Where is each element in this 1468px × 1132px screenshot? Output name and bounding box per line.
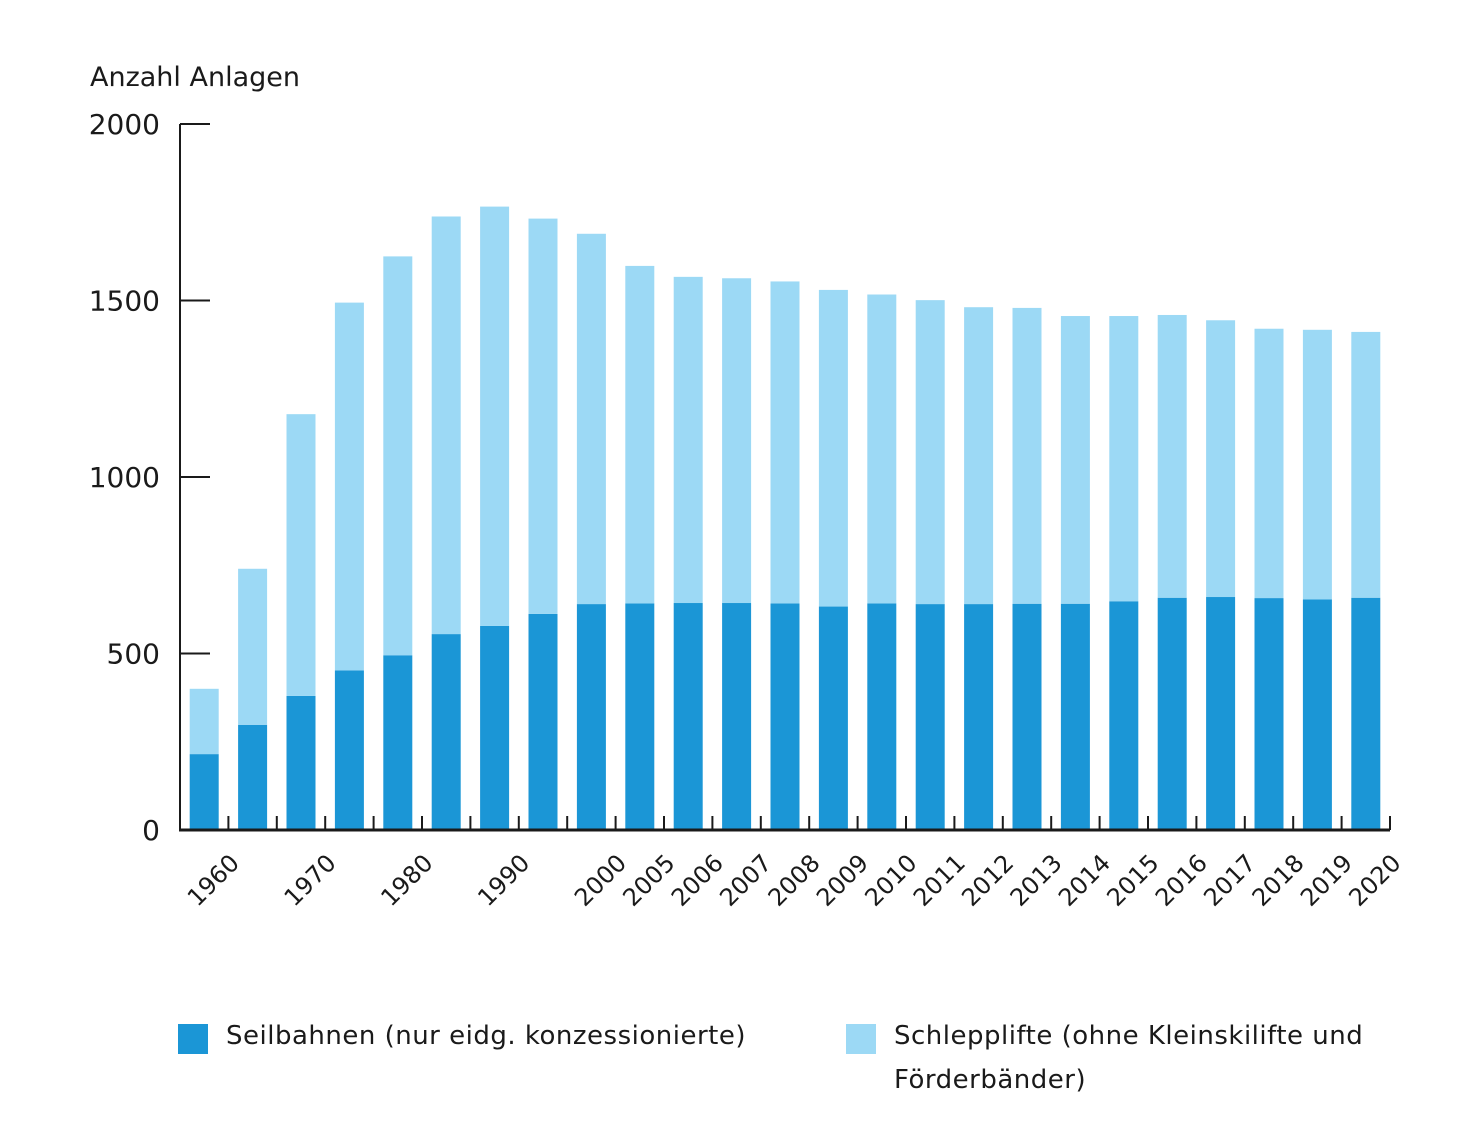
y-ticks-group: 0 500 1000 1500 2000 bbox=[89, 108, 160, 847]
bar-seilbahnen-7 bbox=[528, 613, 558, 830]
y-tick-label-1500: 1500 bbox=[89, 285, 160, 318]
x-tick-label-2013: 2013 bbox=[1005, 849, 1068, 912]
x-tick-label-1970: 1970 bbox=[279, 849, 342, 912]
y-tick-label-2000: 2000 bbox=[89, 108, 160, 141]
bar-schlepplifte-20 bbox=[1157, 314, 1187, 598]
bar-seilbahnen-19 bbox=[1109, 601, 1139, 830]
bar-schlepplifte-6 bbox=[480, 206, 510, 626]
bar-schlepplifte-21 bbox=[1206, 320, 1236, 598]
y-tick-label-0: 0 bbox=[142, 814, 160, 847]
bar-schlepplifte-12 bbox=[770, 281, 800, 604]
bar-seilbahnen-22 bbox=[1254, 598, 1284, 830]
bar-schlepplifte-9 bbox=[625, 265, 655, 604]
bar-schlepplifte-10 bbox=[673, 276, 703, 604]
legend-label-seilbahnen: Seilbahnen (nur eidg. konzessionierte) bbox=[226, 1021, 746, 1051]
x-tick-label-2012: 2012 bbox=[956, 849, 1019, 912]
legend-swatch-seilbahnen bbox=[178, 1024, 208, 1054]
bar-seilbahnen-15 bbox=[915, 604, 945, 830]
bar-seilbahnen-8 bbox=[576, 604, 606, 830]
x-tick-label-2009: 2009 bbox=[811, 849, 874, 912]
x-tick-label-2014: 2014 bbox=[1053, 849, 1116, 912]
x-tick-label-2020: 2020 bbox=[1343, 849, 1406, 912]
bar-seilbahnen-21 bbox=[1206, 597, 1236, 830]
bar-schlepplifte-0 bbox=[189, 688, 219, 755]
bar-seilbahnen-16 bbox=[964, 604, 994, 830]
x-tick-label-2007: 2007 bbox=[714, 849, 777, 912]
y-tick-label-500: 500 bbox=[107, 638, 160, 671]
bar-seilbahnen-3 bbox=[334, 670, 364, 830]
bar-seilbahnen-18 bbox=[1060, 603, 1090, 830]
x-tick-label-1990: 1990 bbox=[472, 849, 535, 912]
x-tick-label-2018: 2018 bbox=[1247, 849, 1310, 912]
x-tick-label-2008: 2008 bbox=[763, 849, 826, 912]
x-tick-label-2016: 2016 bbox=[1150, 849, 1213, 912]
x-tick-label-2000: 2000 bbox=[569, 849, 632, 912]
x-tick-label-2010: 2010 bbox=[859, 849, 922, 912]
bar-schlepplifte-19 bbox=[1109, 316, 1139, 602]
bar-seilbahnen-5 bbox=[431, 634, 461, 830]
bar-schlepplifte-5 bbox=[431, 216, 461, 635]
bar-schlepplifte-11 bbox=[722, 278, 752, 604]
bar-seilbahnen-17 bbox=[1012, 603, 1042, 830]
bar-schlepplifte-16 bbox=[964, 307, 994, 605]
bar-schlepplifte-1 bbox=[238, 568, 268, 725]
bar-schlepplifte-24 bbox=[1351, 331, 1381, 598]
bar-seilbahnen-2 bbox=[286, 695, 316, 830]
x-tick-label-2005: 2005 bbox=[617, 849, 680, 912]
bar-seilbahnen-10 bbox=[673, 603, 703, 830]
bar-seilbahnen-23 bbox=[1302, 599, 1332, 830]
bar-schlepplifte-8 bbox=[576, 233, 606, 605]
bars-group bbox=[189, 206, 1381, 830]
bar-seilbahnen-0 bbox=[189, 754, 219, 830]
axes-group bbox=[179, 123, 1391, 832]
bar-schlepplifte-23 bbox=[1302, 329, 1332, 600]
bar-seilbahnen-14 bbox=[867, 603, 897, 830]
x-tick-label-2006: 2006 bbox=[666, 849, 729, 912]
x-tick-label-2015: 2015 bbox=[1101, 849, 1164, 912]
bar-schlepplifte-2 bbox=[286, 414, 316, 696]
bar-schlepplifte-22 bbox=[1254, 328, 1284, 599]
x-tick-label-1960: 1960 bbox=[182, 849, 245, 912]
bar-seilbahnen-24 bbox=[1351, 597, 1381, 830]
bar-schlepplifte-18 bbox=[1060, 316, 1090, 604]
bar-schlepplifte-4 bbox=[383, 256, 413, 656]
bar-schlepplifte-15 bbox=[915, 300, 945, 605]
legend-swatch-schlepplifte bbox=[846, 1024, 876, 1054]
x-tick-label-2019: 2019 bbox=[1295, 849, 1358, 912]
bar-seilbahnen-20 bbox=[1157, 597, 1187, 830]
bar-seilbahnen-13 bbox=[818, 606, 848, 830]
bar-schlepplifte-14 bbox=[867, 294, 897, 604]
bar-seilbahnen-9 bbox=[625, 603, 655, 830]
bar-schlepplifte-7 bbox=[528, 218, 558, 614]
bar-seilbahnen-11 bbox=[722, 603, 752, 830]
x-ticks-group: 1960 1970 1980 1990 200020052006200720082009… bbox=[182, 849, 1407, 912]
y-tick-label-1000: 1000 bbox=[89, 461, 160, 494]
bar-schlepplifte-17 bbox=[1012, 307, 1042, 604]
x-tick-label-1980: 1980 bbox=[375, 849, 438, 912]
bar-schlepplifte-13 bbox=[818, 289, 848, 607]
legend-item-seilbahnen: Seilbahnen (nur eidg. konzessionierte) bbox=[178, 1020, 746, 1058]
bar-seilbahnen-1 bbox=[238, 724, 268, 830]
legend-item-schlepplifte: Schlepplifte (ohne Kleinskilifte und För… bbox=[846, 1020, 1406, 1102]
y-axis-title: Anzahl Anlagen bbox=[90, 62, 300, 93]
bar-seilbahnen-12 bbox=[770, 603, 800, 830]
x-tick-label-2011: 2011 bbox=[908, 849, 971, 912]
legend: Seilbahnen (nur eidg. konzessionierte) S… bbox=[178, 1020, 1438, 1120]
x-tick-label-2017: 2017 bbox=[1198, 849, 1261, 912]
bar-schlepplifte-3 bbox=[334, 302, 364, 671]
bar-seilbahnen-4 bbox=[383, 655, 413, 830]
legend-label-schlepplifte: Schlepplifte (ohne Kleinskilifte und För… bbox=[894, 1021, 1364, 1095]
bar-seilbahnen-6 bbox=[480, 625, 510, 830]
